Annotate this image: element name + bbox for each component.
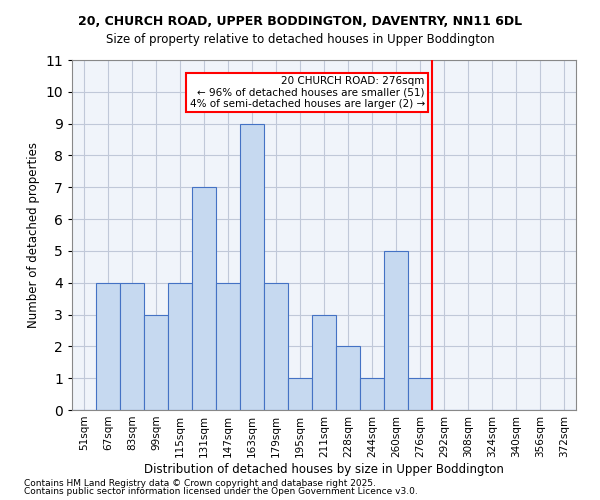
Text: Size of property relative to detached houses in Upper Boddington: Size of property relative to detached ho… bbox=[106, 32, 494, 46]
Bar bbox=[168, 282, 192, 410]
Text: 20, CHURCH ROAD, UPPER BODDINGTON, DAVENTRY, NN11 6DL: 20, CHURCH ROAD, UPPER BODDINGTON, DAVEN… bbox=[78, 15, 522, 28]
Bar bbox=[216, 282, 240, 410]
Bar bbox=[288, 378, 312, 410]
Bar bbox=[144, 314, 168, 410]
Text: 20 CHURCH ROAD: 276sqm
← 96% of detached houses are smaller (51)
4% of semi-deta: 20 CHURCH ROAD: 276sqm ← 96% of detached… bbox=[190, 76, 425, 109]
Bar bbox=[96, 282, 120, 410]
Bar bbox=[384, 251, 408, 410]
Text: Contains HM Land Registry data © Crown copyright and database right 2025.: Contains HM Land Registry data © Crown c… bbox=[24, 478, 376, 488]
Bar bbox=[312, 314, 336, 410]
Bar bbox=[264, 282, 288, 410]
Y-axis label: Number of detached properties: Number of detached properties bbox=[26, 142, 40, 328]
X-axis label: Distribution of detached houses by size in Upper Boddington: Distribution of detached houses by size … bbox=[144, 462, 504, 475]
Text: Contains public sector information licensed under the Open Government Licence v3: Contains public sector information licen… bbox=[24, 487, 418, 496]
Bar bbox=[192, 188, 216, 410]
Bar bbox=[240, 124, 264, 410]
Bar bbox=[360, 378, 384, 410]
Bar bbox=[120, 282, 144, 410]
Bar bbox=[408, 378, 432, 410]
Bar bbox=[336, 346, 360, 410]
